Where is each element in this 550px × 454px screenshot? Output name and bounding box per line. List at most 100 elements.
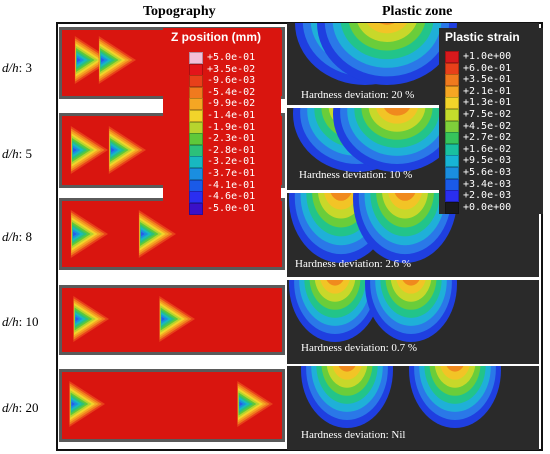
z-legend-swatch: [189, 121, 203, 134]
z-legend-title: Z position (mm): [171, 30, 261, 44]
plastic-zone-panel-3: Hardness deviation: 2.6 %: [287, 193, 539, 277]
z-legend-value: -3.7e-01: [207, 168, 256, 179]
strain-legend-entry: +2.1e-01: [445, 85, 512, 98]
strain-legend-swatch: [445, 190, 459, 203]
indent-group-3: [70, 210, 176, 258]
plastic-contour-3: [289, 193, 457, 263]
indent-mark: [70, 210, 108, 258]
strain-legend-swatch: [445, 167, 459, 179]
z-legend-value: -5.0e-01: [207, 202, 256, 214]
strain-legend-entry: +4.5e-02: [445, 120, 512, 133]
z-legend-entry: -2.8e-01: [189, 144, 256, 157]
hardness-deviation-2: Hardness deviation: 10 %: [299, 169, 413, 181]
strain-legend-value: +7.5e-02: [463, 109, 512, 120]
z-legend-value: -1.4e-01: [207, 110, 256, 121]
indent-mark: [70, 126, 108, 174]
strain-legend-value: +2.1e-01: [463, 85, 512, 97]
strain-legend-value: +0.0e+00: [463, 201, 512, 213]
plastic-zone-panel-4: Hardness deviation: 0.7 %: [287, 280, 539, 364]
topography-panel-5: [58, 368, 286, 443]
strain-legend-value: +4.5e-02: [463, 120, 512, 132]
z-legend-value: -5.4e-02: [207, 86, 256, 98]
strain-legend-title: Plastic strain: [445, 30, 520, 44]
strain-legend-rows: +1.0e+00 +6.0e-01 +3.5e-01 +2.1e-01 +1.3e-01…: [445, 51, 541, 216]
z-legend-entry: -1.9e-01: [189, 121, 256, 134]
strain-legend-entry: +5.6e-03: [445, 167, 511, 179]
plastic-zone-panel-5: Hardness deviation: Nil: [287, 366, 539, 450]
hardness-deviation-5: Hardness deviation: Nil: [301, 429, 406, 441]
z-legend-swatch: [189, 133, 203, 146]
strain-legend-entry: +3.5e-01: [445, 74, 511, 87]
strain-legend-swatch: [445, 143, 459, 156]
indent-mark: [69, 381, 105, 427]
plastic-contour-4: [289, 280, 457, 342]
strain-legend-swatch: [445, 201, 459, 214]
indent-mark: [108, 126, 146, 174]
indent-group-5: [69, 381, 273, 427]
z-legend-entry: -4.1e-01: [189, 179, 256, 192]
z-legend-entry: -5.4e-02: [189, 86, 256, 99]
strain-legend-swatch: [445, 178, 459, 191]
row-label-1: d/h: 3: [2, 60, 32, 75]
strain-legend-entry: +2.7e-02: [445, 132, 511, 145]
z-legend-swatch: [189, 75, 203, 88]
indent-group-1: [74, 36, 136, 84]
hardness-deviation-3: Hardness deviation: 2.6 %: [295, 258, 412, 270]
z-legend-entry: +3.5e-02: [189, 63, 256, 76]
z-legend-swatch: [189, 86, 203, 99]
strain-legend-entry: +3.4e-03: [445, 178, 511, 191]
plastic-contour-1: [295, 23, 457, 85]
indent-mark: [98, 36, 136, 84]
strain-legend-value: +6.0e-01: [463, 62, 512, 74]
topography-panel-4: [58, 284, 286, 356]
z-legend-entry: -5.0e-01: [189, 202, 256, 215]
z-legend-entry: -3.7e-01: [189, 168, 255, 180]
z-legend-value: +3.5e-02: [207, 63, 256, 75]
strain-legend-swatch: [445, 120, 459, 133]
plastic-contour-2: [293, 108, 461, 172]
z-legend-swatch: [189, 202, 203, 215]
z-legend-value: -4.1e-01: [207, 179, 256, 191]
z-legend-swatch: [189, 191, 203, 204]
plastic-zone-lobe: [353, 193, 457, 263]
strain-legend-entry: +7.5e-02: [445, 109, 511, 121]
z-legend-entry: -4.6e-01: [189, 191, 256, 204]
row-label-2: d/h: 5: [2, 146, 32, 161]
z-legend-value: -4.6e-01: [207, 191, 256, 203]
z-legend-entry: -3.2e-01: [189, 156, 255, 169]
strain-legend-swatch: [445, 74, 459, 87]
strain-legend-entry: +2.0e-03: [445, 190, 511, 203]
plastic-strain-legend: Plastic strain +1.0e+00 +6.0e-01 +3.5e-01 +…: [439, 28, 543, 214]
row-label-4: d/h: 10: [2, 314, 39, 329]
indent-group-4: [73, 296, 195, 342]
strain-legend-value: +1.3e-01: [463, 97, 512, 109]
indent-mark: [237, 381, 273, 427]
z-legend-swatch: [189, 52, 203, 64]
strain-legend-swatch: [445, 85, 459, 98]
z-legend-entry: -1.4e-01: [189, 110, 255, 122]
z-position-legend: Z position (mm) +5.0e-01 +3.5e-02 -9.6e-03…: [163, 28, 281, 215]
strain-legend-swatch: [445, 155, 459, 168]
indent-group-2: [70, 126, 146, 174]
z-legend-entry: -9.9e-02: [189, 98, 255, 111]
plastic-zone-header: Plastic zone: [382, 4, 453, 19]
topography-header: Topography: [143, 4, 216, 19]
indent-mark: [138, 210, 176, 258]
z-legend-swatch: [189, 110, 203, 122]
z-legend-swatch: [189, 179, 203, 192]
z-legend-value: -1.9e-01: [207, 121, 256, 133]
z-legend-entry: +5.0e-01: [189, 52, 255, 64]
indent-mark: [74, 36, 112, 84]
hardness-deviation-4: Hardness deviation: 0.7 %: [301, 342, 418, 354]
z-legend-value: -2.8e-01: [207, 144, 256, 156]
z-legend-value: -2.3e-01: [207, 133, 256, 145]
z-legend-swatch: [189, 168, 203, 180]
z-legend-entry: -9.6e-03: [189, 75, 255, 88]
plastic-zone-lobe: [317, 23, 457, 85]
row-label-3: d/h: 8: [2, 229, 32, 244]
plastic-zone-panel-1: Hardness deviation: 20 %: [287, 23, 539, 105]
z-legend-swatch: [189, 63, 203, 76]
strain-legend-swatch: [445, 97, 459, 110]
strain-legend-entry: +6.0e-01: [445, 62, 512, 75]
row-label-5: d/h: 20: [2, 400, 39, 415]
